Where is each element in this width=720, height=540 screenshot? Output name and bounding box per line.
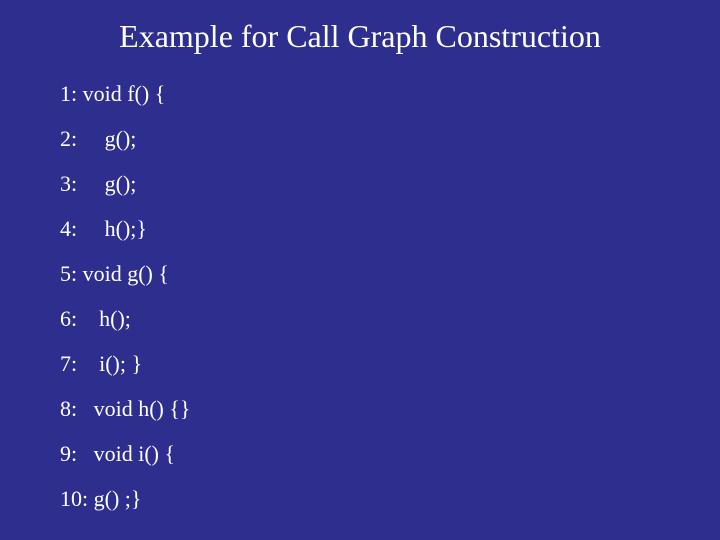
code-line: 7: i(); }: [60, 353, 720, 398]
code-line: 10: g() ;}: [60, 488, 720, 533]
code-line: 6: h();: [60, 308, 720, 353]
code-line: 1: void f() {: [60, 83, 720, 128]
code-line: 5: void g() {: [60, 263, 720, 308]
slide-title: Example for Call Graph Construction: [0, 18, 720, 55]
slide: Example for Call Graph Construction 1: v…: [0, 0, 720, 540]
code-line: 9: void i() {: [60, 443, 720, 488]
code-line: 8: void h() {}: [60, 398, 720, 443]
code-line: 2: g();: [60, 128, 720, 173]
code-line: 3: g();: [60, 173, 720, 218]
code-line: 4: h();}: [60, 218, 720, 263]
code-block: 1: void f() { 2: g(); 3: g(); 4: h();} 5…: [0, 55, 720, 533]
